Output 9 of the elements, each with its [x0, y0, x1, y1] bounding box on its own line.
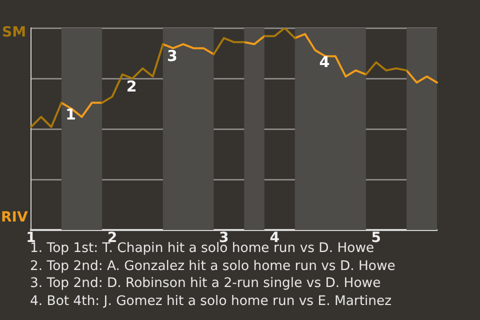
text: SM: [2, 24, 26, 41]
text: RIV: [1, 210, 28, 226]
annotation: 4: [319, 53, 330, 72]
annotation: 2: [126, 77, 137, 96]
text: 2. Top 2nd: A. Gonzalez hit a solo home run vs D. Howe: [30, 258, 396, 276]
annotation: 3: [166, 47, 178, 66]
text: 4. Bot 4th: J. Gomez hit a solo home run vs E. Martinez: [30, 292, 393, 310]
text: 3. Top 2nd: D. Robinson hit a 2-run single vs D. Howe: [30, 275, 382, 293]
annotation: 1: [65, 106, 76, 124]
